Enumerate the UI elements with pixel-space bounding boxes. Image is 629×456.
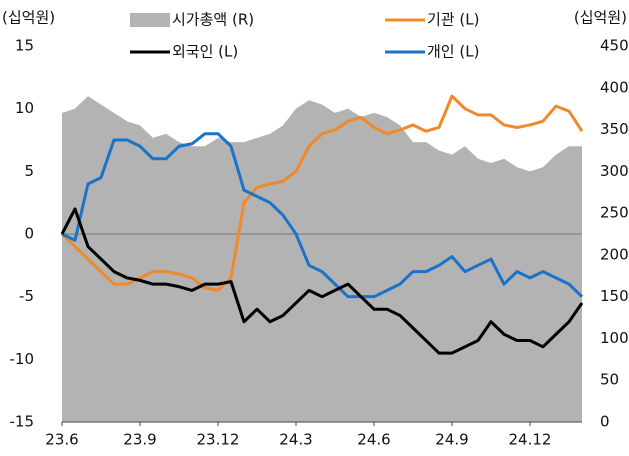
x-tick-label: 23.12 <box>197 431 240 449</box>
x-tick-label: 23.6 <box>45 431 78 449</box>
y2-tick-label: 50 <box>600 371 619 389</box>
line <box>60 94 584 292</box>
legend-label: 외국인 (L) <box>172 43 238 61</box>
y2-tick-label: 200 <box>600 245 629 263</box>
y-tick-label: -10 <box>10 350 35 368</box>
y2-tick-label: 400 <box>600 78 629 96</box>
legend-swatch <box>130 13 170 27</box>
x-tick-label: 24.6 <box>357 431 390 449</box>
legend-label: 기관 (L) <box>427 11 479 29</box>
y2-axis-label: (십억원) <box>574 9 627 27</box>
y-tick-label: 10 <box>15 99 34 117</box>
line <box>61 132 584 299</box>
y2-tick-label: 300 <box>600 162 629 180</box>
line <box>60 207 584 355</box>
y-tick-label: 15 <box>15 37 34 55</box>
y2-tick-label: 0 <box>600 413 610 431</box>
y2-tick-label: 450 <box>600 37 629 55</box>
y2-tick-label: 350 <box>600 120 629 138</box>
y-tick-label: 5 <box>24 162 34 180</box>
y-tick-label: -15 <box>10 413 35 431</box>
y2-tick-label: 150 <box>600 287 629 305</box>
y-axis-label: (십억원) <box>2 9 55 27</box>
legend-label: 개인 (L) <box>427 43 479 61</box>
y-tick-label: 0 <box>24 225 34 243</box>
x-tick-label: 24.3 <box>279 431 312 449</box>
x-tick-label: 24.12 <box>509 431 552 449</box>
x-tick-label: 23.9 <box>123 431 156 449</box>
legend-label: 시가총액 (R) <box>172 11 254 29</box>
y-tick-label: -5 <box>19 287 34 305</box>
y2-tick-label: 250 <box>600 204 629 222</box>
area <box>62 96 582 422</box>
x-tick-label: 24.9 <box>435 431 468 449</box>
y2-tick-label: 100 <box>600 329 629 347</box>
